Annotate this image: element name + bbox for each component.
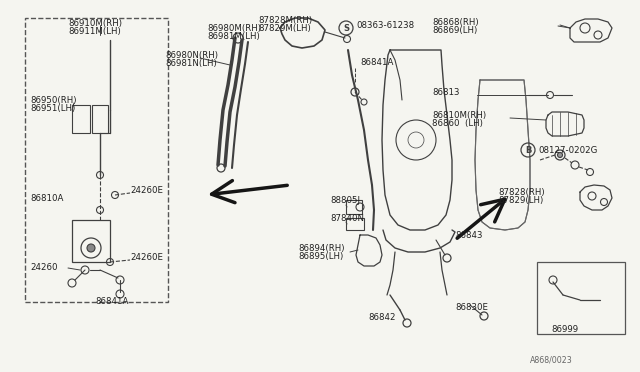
- Text: 87829M(LH): 87829M(LH): [258, 23, 311, 32]
- Text: 87828(RH): 87828(RH): [498, 187, 545, 196]
- Text: B: B: [525, 145, 531, 154]
- Text: 86842: 86842: [368, 314, 396, 323]
- Text: 86869(LH): 86869(LH): [432, 26, 477, 35]
- Text: 86830E: 86830E: [455, 304, 488, 312]
- Text: 08127-0202G: 08127-0202G: [538, 145, 597, 154]
- Text: 86810A: 86810A: [30, 193, 63, 202]
- Text: 86810M(RH): 86810M(RH): [432, 110, 486, 119]
- Text: 87840N: 87840N: [330, 214, 364, 222]
- Text: 88805J: 88805J: [330, 196, 360, 205]
- Circle shape: [87, 244, 95, 252]
- Bar: [92, 105, 108, 133]
- Text: 87828M(RH): 87828M(RH): [258, 16, 312, 25]
- Text: 86895(LH): 86895(LH): [298, 251, 343, 260]
- Text: 86841A: 86841A: [360, 58, 394, 67]
- Text: 86911M(LH): 86911M(LH): [68, 26, 121, 35]
- Text: 24260E: 24260E: [130, 253, 163, 263]
- Text: 86980M(RH): 86980M(RH): [207, 23, 261, 32]
- Bar: [25, 18, 168, 302]
- Text: 86868(RH): 86868(RH): [432, 17, 479, 26]
- Text: 24260E: 24260E: [130, 186, 163, 195]
- Text: S: S: [343, 23, 349, 32]
- Text: 86843: 86843: [455, 231, 483, 240]
- Text: 86981M(LH): 86981M(LH): [207, 32, 260, 41]
- Bar: [72, 220, 110, 262]
- Text: 86999: 86999: [552, 326, 579, 334]
- Bar: [346, 200, 362, 214]
- Text: A868/0023: A868/0023: [530, 356, 573, 365]
- Text: 24260: 24260: [30, 263, 58, 273]
- Bar: [72, 105, 90, 133]
- Text: 87829(LH): 87829(LH): [498, 196, 543, 205]
- Bar: [346, 218, 364, 230]
- Text: 86910M(RH): 86910M(RH): [68, 19, 122, 28]
- Circle shape: [557, 153, 563, 157]
- Text: 86813: 86813: [432, 87, 460, 96]
- Text: 86841A: 86841A: [95, 298, 129, 307]
- Text: 08363-61238: 08363-61238: [356, 20, 414, 29]
- Text: 86980N(RH): 86980N(RH): [165, 51, 218, 60]
- Text: 86894(RH): 86894(RH): [298, 244, 344, 253]
- Bar: [537, 262, 625, 334]
- Text: 86860  (LH): 86860 (LH): [432, 119, 483, 128]
- Text: 86951(LH): 86951(LH): [30, 103, 76, 112]
- Text: 86981N(LH): 86981N(LH): [165, 58, 217, 67]
- Text: 86950(RH): 86950(RH): [30, 96, 77, 105]
